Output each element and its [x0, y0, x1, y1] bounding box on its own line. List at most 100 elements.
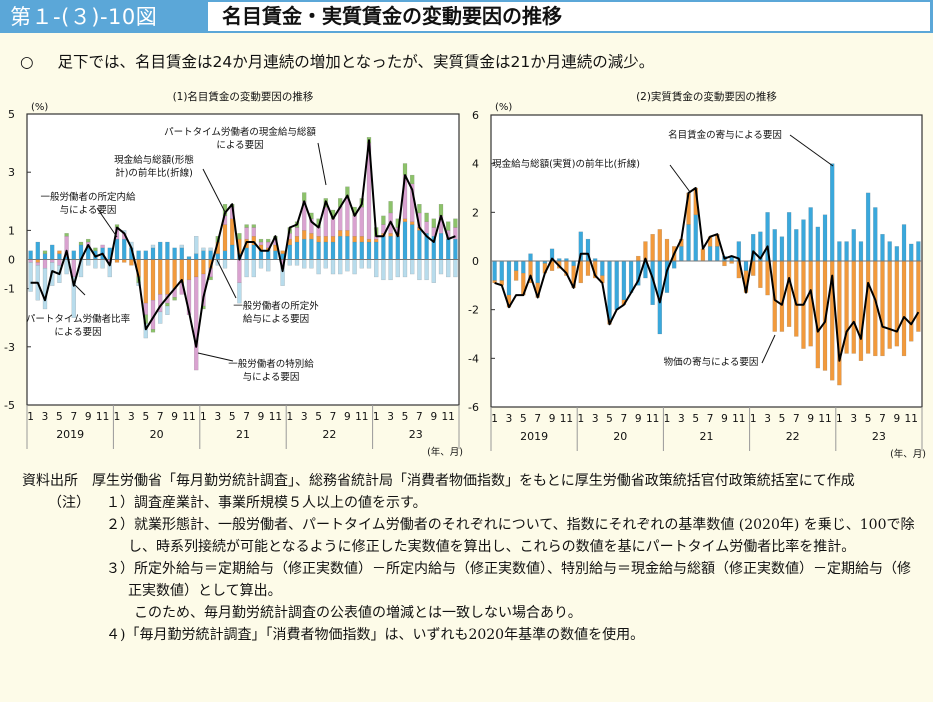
annotation-arrow	[317, 142, 327, 186]
bullet-circle-icon: ○	[20, 53, 34, 71]
bar-segment	[679, 246, 684, 262]
bar-segment	[916, 241, 921, 262]
bar-segment	[402, 259, 408, 278]
y-tick-label: -6	[468, 401, 479, 414]
year-label: 2019	[56, 428, 84, 441]
annotation-label: 物価の寄与による要因	[664, 356, 759, 368]
annotation-label: 一般労働者の特別給	[228, 358, 314, 370]
annotation-label: パートタイム労働者比率	[26, 313, 131, 325]
chart-title: (2)実質賃金の変動要因の推移	[636, 90, 777, 103]
bar-segment	[506, 260, 512, 296]
bar-segment	[381, 236, 386, 260]
bar-segment	[424, 221, 429, 234]
bar-segment	[880, 260, 885, 357]
x-axis-unit-label: (年、月)	[890, 448, 926, 460]
bar-segment	[916, 260, 921, 332]
x-tick-label: 9	[894, 413, 901, 425]
bar-segment	[266, 250, 271, 260]
annotation-arrow	[197, 352, 234, 362]
bar-segment	[50, 244, 55, 260]
y-tick-label: -2	[468, 304, 479, 317]
bar-segment	[528, 253, 533, 262]
bar-segment	[273, 250, 278, 260]
x-tick-label: 3	[301, 411, 308, 423]
bar-segment	[158, 311, 163, 324]
bar-segment	[873, 207, 878, 262]
year-label: 20	[613, 430, 627, 443]
annotation-arrow	[761, 334, 776, 364]
x-tick-label: 3	[764, 413, 771, 425]
bar-segment	[851, 229, 856, 262]
year-label: 22	[786, 430, 800, 443]
bar-segment	[129, 259, 134, 266]
y-tick-label: 4	[472, 158, 479, 171]
annotation-label: 一般労働者の所定内給	[40, 191, 136, 203]
y-tick-label: 5	[8, 108, 15, 121]
bar-segment	[64, 233, 69, 237]
source-label: 資料出所	[22, 473, 78, 489]
bar-segment	[453, 218, 458, 228]
bar-segment	[143, 259, 148, 304]
bar-segment	[410, 221, 415, 225]
bar-segment	[323, 236, 328, 243]
bar-segment	[743, 260, 749, 271]
bar-segment	[858, 241, 864, 262]
bar-segment	[909, 260, 914, 342]
x-tick-label: 11	[646, 413, 659, 425]
bar-segment	[302, 230, 307, 240]
bar-segment	[858, 260, 864, 361]
x-tick-label: 11	[818, 413, 831, 425]
x-tick-label: 9	[85, 411, 92, 423]
bar-segment	[309, 238, 314, 260]
bar-segment	[244, 227, 249, 240]
bar-segment	[323, 259, 328, 269]
bar-segment	[664, 238, 670, 262]
bar-segment	[715, 246, 720, 262]
x-tick-label: 5	[692, 413, 699, 425]
annotation-label: 与による要因	[243, 372, 300, 383]
bar-segment	[28, 262, 33, 292]
bar-segment	[366, 238, 372, 243]
x-tick-label: 7	[416, 411, 423, 423]
year-label: 21	[700, 430, 714, 443]
bar-segment	[100, 259, 105, 269]
annotation-label: パートタイム労働者の現金給与総額	[164, 126, 316, 138]
bar-segment	[251, 224, 256, 228]
bar-segment	[359, 259, 364, 269]
year-label: 22	[322, 428, 336, 441]
x-tick-label: 7	[793, 413, 800, 425]
bar-segment	[901, 260, 907, 357]
bar-segment	[607, 260, 612, 320]
bar-segment	[222, 259, 228, 269]
bar-segment	[844, 241, 849, 262]
bar-segment	[35, 262, 40, 266]
bar-segment	[338, 236, 343, 260]
bar-segment	[374, 238, 379, 243]
note-item-2: ２）就業形態計、一般労働者、パートタイム労働者のそれぞれについて、指数にそれぞれ…	[106, 517, 915, 555]
bar-segment	[244, 247, 249, 260]
x-tick-label: 7	[243, 411, 250, 423]
bar-segment	[410, 259, 415, 275]
bar-segment	[352, 241, 357, 260]
bar-segment	[395, 236, 400, 260]
bar-segment	[366, 259, 372, 269]
bar-segment	[909, 243, 914, 262]
bar-segment	[722, 260, 727, 267]
bar-segment	[571, 260, 576, 267]
bar-segment	[208, 250, 213, 260]
y-tick-label: 0	[472, 255, 479, 268]
bar-segment	[165, 241, 170, 260]
annotation-label: 給与による要因	[243, 313, 309, 325]
annotation-arrow	[669, 164, 691, 193]
bar-segment	[453, 227, 458, 240]
annotation-label: による要因	[216, 140, 263, 151]
bar-segment	[251, 244, 256, 260]
x-tick-label: 5	[402, 411, 409, 423]
bar-segment	[258, 259, 264, 269]
bar-segment	[309, 233, 314, 240]
bar-segment	[765, 260, 770, 296]
x-tick-label: 9	[807, 413, 814, 425]
bar-segment	[294, 236, 300, 243]
bar-segment	[280, 250, 285, 254]
